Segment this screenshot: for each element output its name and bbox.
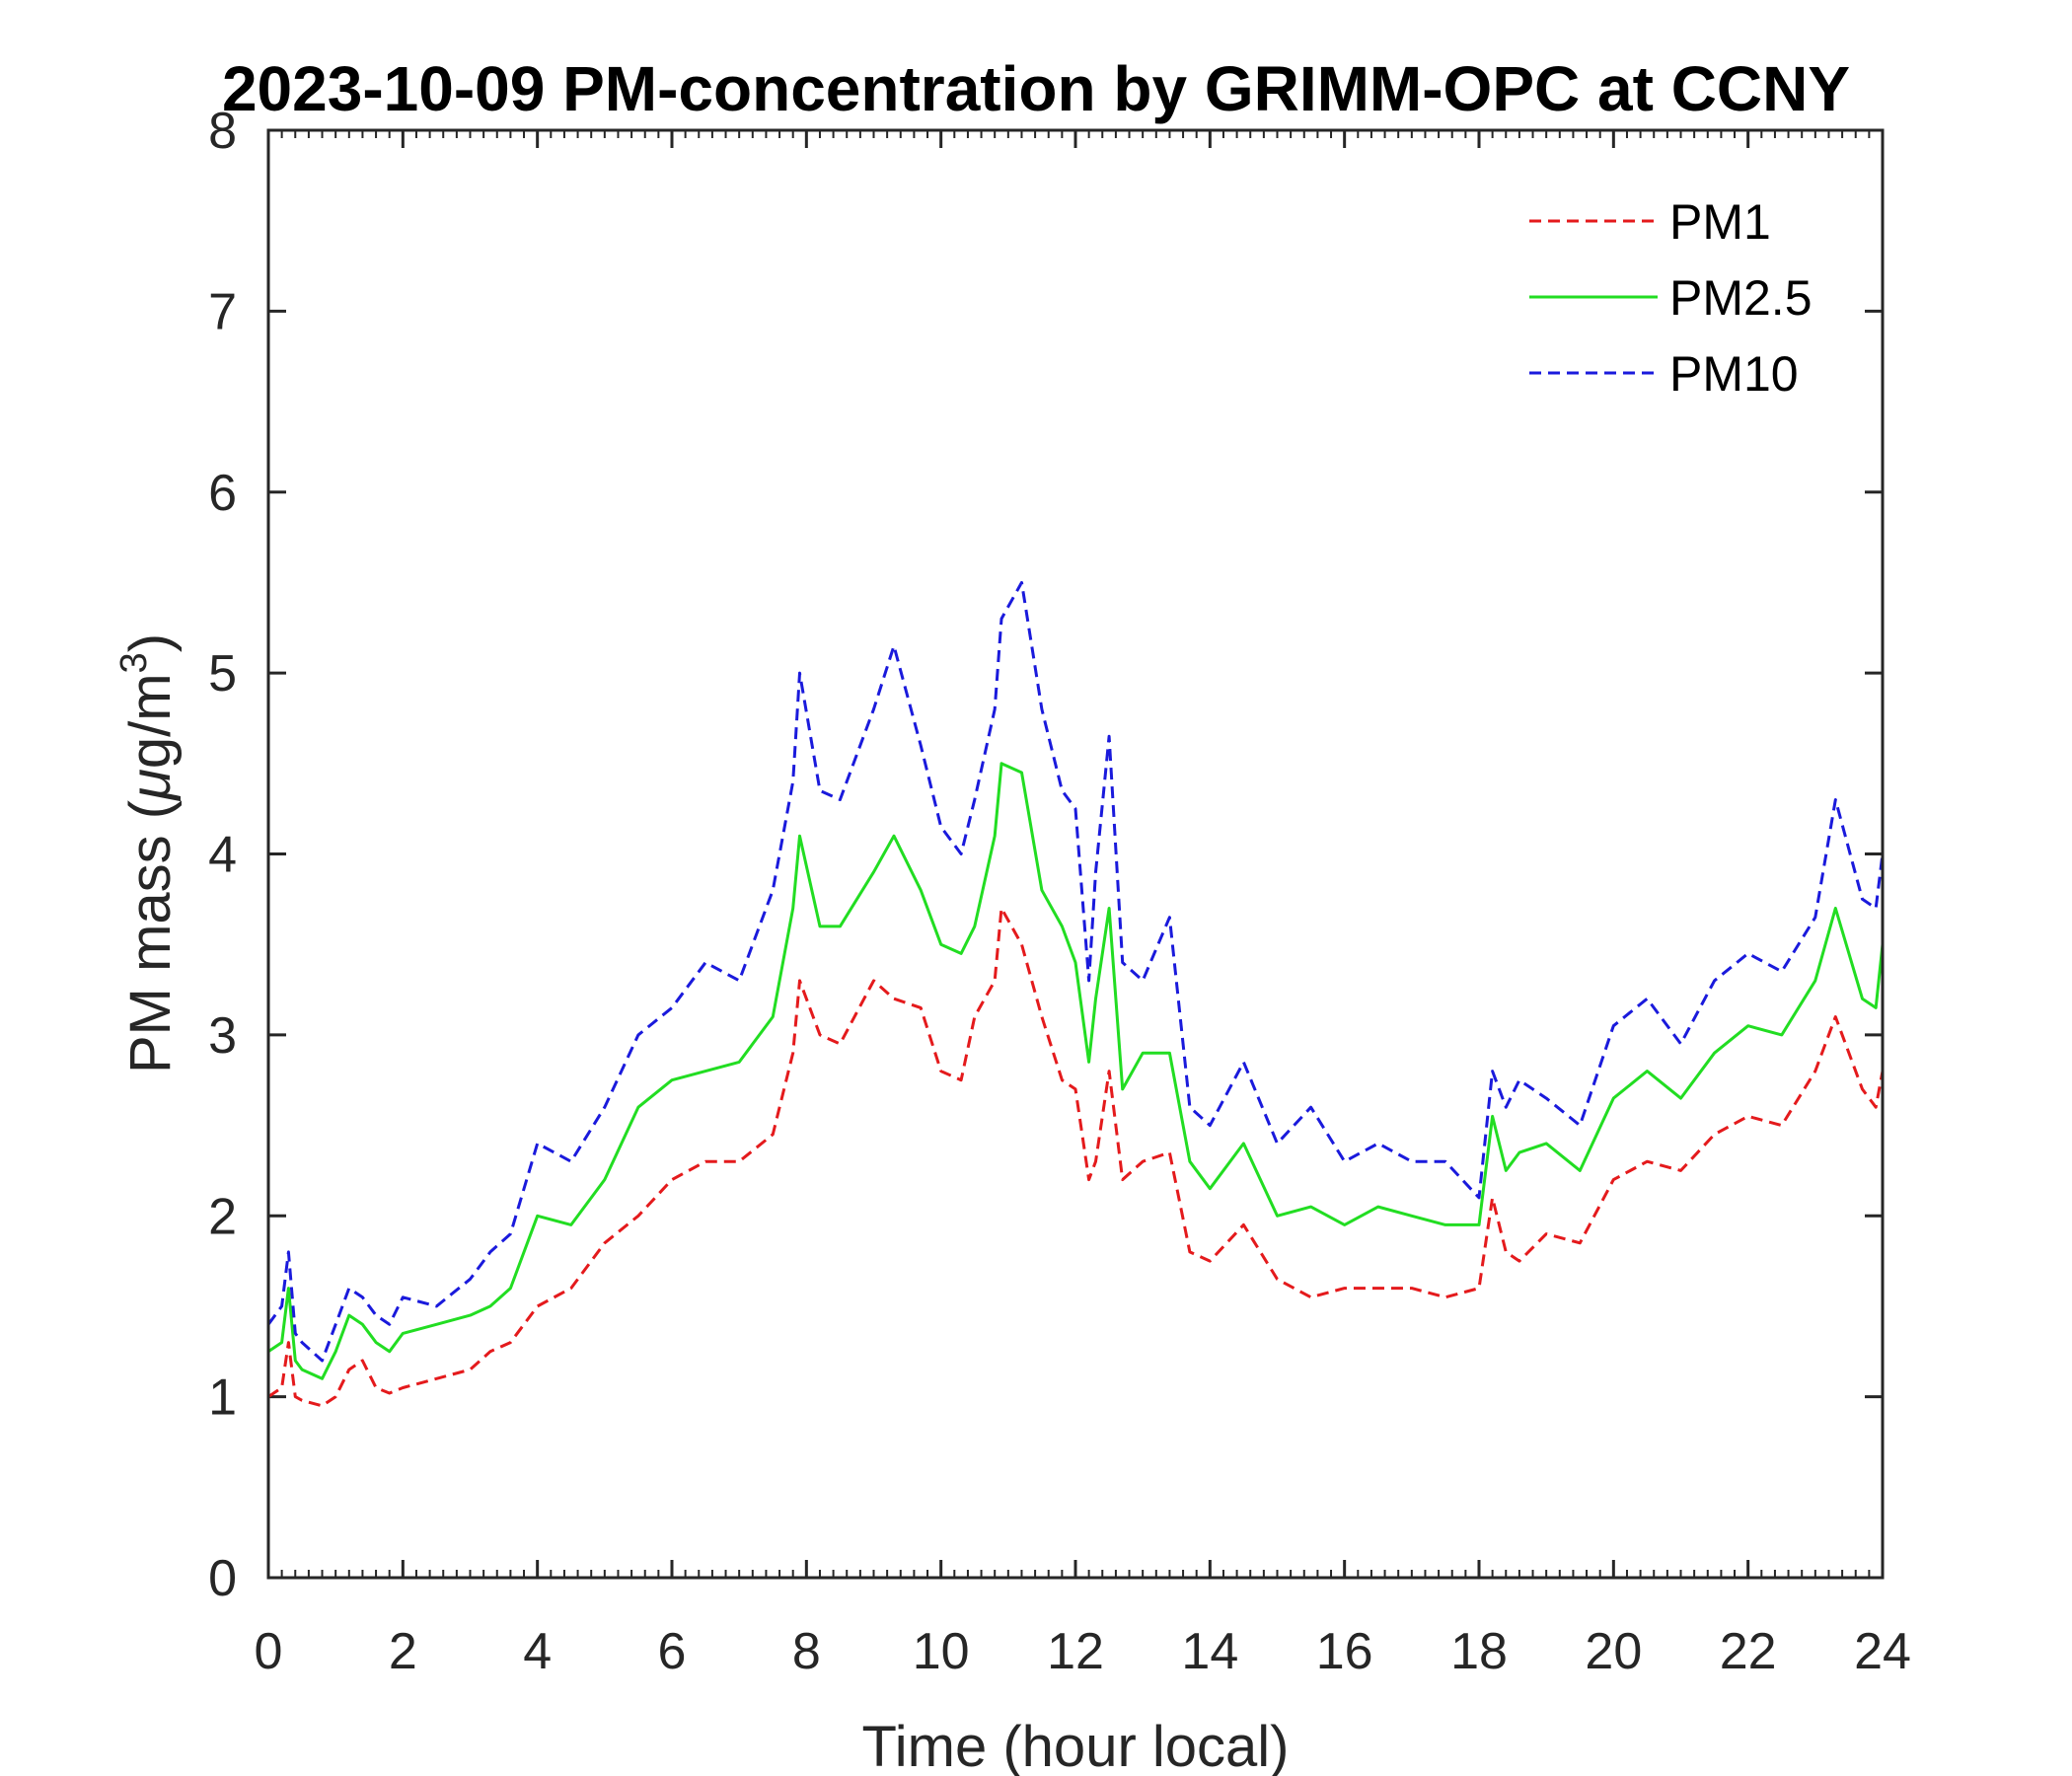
x-tick-label: 4 <box>523 1623 552 1680</box>
x-tick-label: 2 <box>389 1623 417 1680</box>
x-axis-label: Time (hour local) <box>862 1715 1290 1776</box>
x-tick-labels: 0 2 4 6 8 10 12 14 16 18 20 22 24 <box>255 1623 1911 1680</box>
y-tick-labels: 0 1 2 3 4 5 6 7 8 <box>208 103 237 1607</box>
y-tick-label: 2 <box>208 1188 237 1245</box>
y-axis-label-suffix: ) <box>118 633 183 652</box>
x-tick-label: 22 <box>1720 1623 1777 1680</box>
y-tick-label: 6 <box>208 465 237 522</box>
y-tick-label: 1 <box>208 1369 237 1427</box>
series-layer <box>266 580 1885 1408</box>
legend-label: PM1 <box>1669 194 1771 250</box>
y-tick-label: 3 <box>208 1007 237 1065</box>
y-axis-label-superscript: 3 <box>113 652 155 673</box>
x-tick-label: 6 <box>658 1623 687 1680</box>
y-axis-label-unit: g/m <box>118 673 183 769</box>
x-tick-label: 12 <box>1047 1623 1104 1680</box>
legend-label: PM10 <box>1669 346 1799 402</box>
legend: PM1 PM2.5 PM10 <box>1529 194 1813 402</box>
x-tick-label: 14 <box>1181 1623 1238 1680</box>
y-tick-label: 8 <box>208 103 237 160</box>
x-tick-label: 20 <box>1585 1623 1642 1680</box>
x-tick-label: 8 <box>792 1623 821 1680</box>
y-axis-label-mu: μ <box>118 769 183 802</box>
series-line-pm2-5 <box>267 762 1885 1380</box>
y-tick-label: 4 <box>208 827 237 884</box>
plot-frame <box>266 128 1885 1580</box>
series-line-pm10 <box>266 580 1885 1363</box>
x-tick-label: 16 <box>1316 1623 1373 1680</box>
y-tick-label: 5 <box>208 645 237 703</box>
x-tick-label: 0 <box>255 1623 283 1680</box>
y-axis-label: PM mass (μg/m3) <box>113 633 183 1073</box>
chart-title: 2023-10-09 PM-concentration by GRIMM-OPC… <box>222 53 1850 124</box>
legend-label: PM2.5 <box>1669 270 1813 326</box>
y-tick-label: 7 <box>208 283 237 340</box>
x-tick-label: 10 <box>913 1623 970 1680</box>
x-tick-label: 24 <box>1854 1623 1911 1680</box>
y-tick-label: 0 <box>208 1550 237 1607</box>
y-axis-label-prefix: PM mass ( <box>118 800 183 1073</box>
x-tick-label: 18 <box>1450 1623 1508 1680</box>
